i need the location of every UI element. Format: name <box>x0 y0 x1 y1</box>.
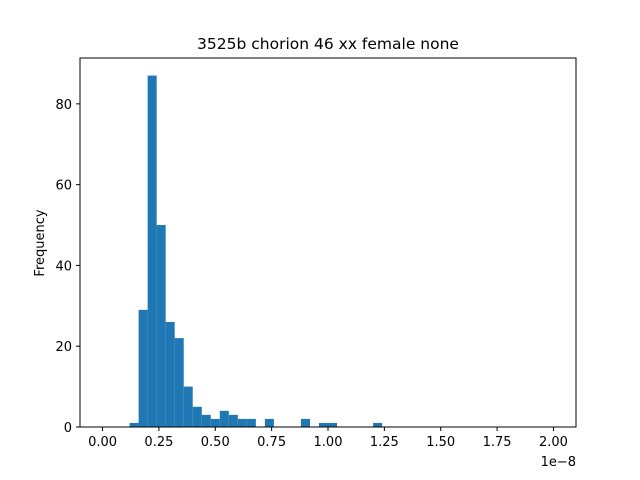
x-axis: 0.00 0.25 0.50 0.75 1.00 1.25 1.50 1.75 2.00 <box>88 427 568 450</box>
histogram-bar <box>138 309 148 427</box>
histogram-bar <box>165 321 175 427</box>
histogram-bar <box>300 418 310 427</box>
histogram-bar <box>246 418 256 427</box>
histogram-bar <box>318 422 328 427</box>
x-offset-label: 1e−8 <box>541 455 576 470</box>
histogram-bar <box>264 418 274 427</box>
y-tick-label: 60 <box>55 179 72 194</box>
bars-group <box>129 75 383 427</box>
x-tick-label: 0.25 <box>144 435 173 450</box>
y-tick-label: 80 <box>55 98 72 113</box>
histogram-bar <box>228 414 238 427</box>
histogram-bar <box>183 386 193 427</box>
y-axis: 0 20 40 60 80 <box>55 98 80 436</box>
x-tick-label: 2.00 <box>539 435 568 450</box>
x-tick-label: 1.00 <box>314 435 343 450</box>
x-tick-label: 0.50 <box>201 435 230 450</box>
histogram-bar <box>328 422 338 427</box>
y-tick-label: 0 <box>64 421 72 436</box>
x-tick-label: 1.50 <box>426 435 455 450</box>
y-tick-label: 40 <box>55 259 72 274</box>
histogram-bar <box>174 338 184 427</box>
chart-title: 3525b chorion 46 xx female none <box>197 35 459 53</box>
x-tick-label: 1.25 <box>370 435 399 450</box>
x-tick-label: 0.00 <box>88 435 117 450</box>
histogram-bar <box>237 418 247 427</box>
y-axis-label: Frequency <box>33 209 48 276</box>
y-tick-label: 20 <box>55 340 72 355</box>
histogram-bar <box>147 75 157 427</box>
histogram-bar <box>156 225 166 427</box>
x-tick-label: 1.75 <box>483 435 512 450</box>
histogram-bar <box>373 422 383 427</box>
histogram-bar <box>219 410 229 427</box>
x-tick-label: 0.75 <box>257 435 286 450</box>
histogram-bar <box>192 406 202 427</box>
histogram-bar <box>129 422 139 427</box>
histogram-bar <box>210 418 220 427</box>
histogram-bar <box>201 414 211 427</box>
